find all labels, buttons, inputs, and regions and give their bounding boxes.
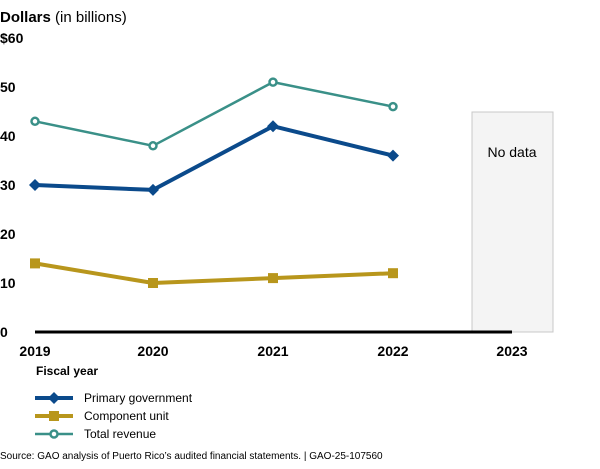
primary-government-point (267, 120, 279, 133)
legend-label: Total revenue (84, 427, 156, 441)
component-unit-point (148, 278, 158, 288)
no-data-region (471, 111, 554, 333)
series-primary-government (29, 120, 399, 196)
component-unit-point (268, 273, 278, 284)
primary-government-point (29, 179, 41, 191)
chart-title-suffix: (in billions) (55, 9, 127, 26)
chart-title: Dollars (in billions) (0, 9, 127, 26)
y-tick-label: 10 (0, 275, 16, 291)
y-tick-label: $60 (0, 30, 24, 46)
x-tick-label: 2021 (257, 343, 288, 359)
total-revenue-point (148, 141, 158, 151)
legend-marker (49, 429, 59, 439)
total-revenue-line (34, 80, 394, 148)
legend-marker (48, 392, 60, 404)
series-component-unit (30, 258, 398, 288)
legend-label: Primary government (84, 391, 193, 405)
primary-government-point (147, 183, 159, 196)
total-revenue-point (30, 116, 40, 127)
x-axis-label: Fiscal year (36, 364, 98, 378)
y-tick-label: 0 (0, 324, 8, 340)
y-tick-label: 50 (0, 79, 16, 95)
total-revenue-point (388, 101, 398, 112)
no-data-label: No data (487, 144, 536, 160)
primary-government-line (34, 124, 394, 192)
y-tick-label: 40 (0, 128, 16, 144)
y-tick-label: 30 (0, 177, 16, 193)
legend-item-component-unit: Component unit (35, 409, 169, 423)
x-tick-label: 2019 (19, 343, 50, 359)
y-tick-label: 20 (0, 226, 16, 242)
chart-title-main: Dollars (0, 9, 51, 26)
component-unit-point (30, 258, 40, 269)
legend-marker (49, 411, 59, 421)
source-note: Source: GAO analysis of Puerto Rico’s au… (0, 451, 383, 462)
primary-government-point (387, 149, 399, 162)
x-tick-label: 2023 (496, 343, 527, 359)
legend-item-total-revenue: Total revenue (35, 427, 156, 441)
component-unit-point (388, 268, 398, 279)
total-revenue-point (268, 77, 278, 87)
component-unit-line (34, 261, 394, 285)
legend-label: Component unit (84, 409, 169, 423)
legend-item-primary-government: Primary government (35, 391, 193, 405)
series-total-revenue (30, 77, 398, 151)
x-tick-label: 2022 (377, 343, 408, 359)
x-tick-label: 2020 (137, 343, 168, 359)
